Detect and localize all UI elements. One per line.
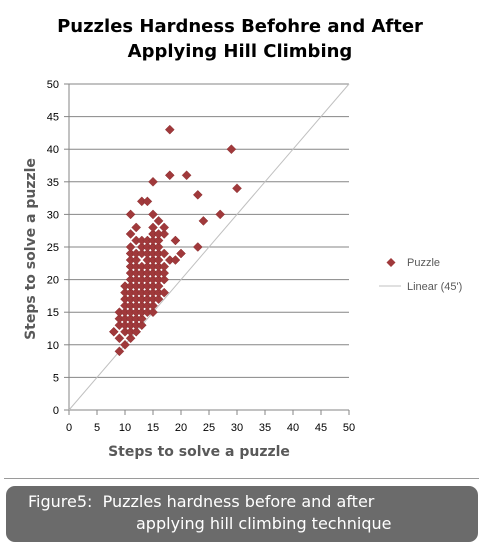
data-point xyxy=(159,274,170,285)
data-point xyxy=(120,339,130,350)
x-tick-label-15: 15 xyxy=(147,422,159,434)
data-point xyxy=(226,144,237,155)
scatter-chart: 0 5 10 15 20 25 30 35 40 45 50 0 5 10 15 20 25 30 35 40 45 5… xyxy=(23,79,462,460)
data-point xyxy=(198,216,209,226)
x-tick-label-10: 10 xyxy=(119,422,131,434)
y-tick-label-0: 0 xyxy=(53,405,59,417)
x-tick-label-45: 45 xyxy=(315,422,327,434)
y-axis-title: Steps to solve a puzzle xyxy=(23,158,39,340)
data-point xyxy=(153,255,164,265)
y-tick-label-30: 30 xyxy=(47,209,59,221)
data-point xyxy=(131,222,142,233)
divider xyxy=(4,478,479,479)
y-tick-label-35: 35 xyxy=(47,177,59,189)
chart-title: Puzzles Hardness Befohre and After Apply… xyxy=(57,16,423,62)
caption-line-2: applying hill climbing technique xyxy=(136,514,392,533)
data-point xyxy=(192,242,203,252)
data-point xyxy=(114,346,125,357)
data-point xyxy=(159,248,170,259)
data-point xyxy=(170,235,181,246)
data-point xyxy=(148,176,158,187)
data-point xyxy=(215,209,226,220)
y-tick-label-40: 40 xyxy=(47,144,59,156)
data-point xyxy=(114,333,125,344)
y-tick-label-10: 10 xyxy=(47,340,59,352)
data-point xyxy=(164,124,175,135)
data-point xyxy=(136,313,147,324)
data-point xyxy=(153,216,164,226)
x-axis-title: Steps to solve a puzzle xyxy=(108,444,290,460)
data-point xyxy=(125,209,136,220)
data-point xyxy=(176,248,186,259)
data-point xyxy=(159,287,170,298)
x-tick-label-40: 40 xyxy=(287,422,299,434)
data-point xyxy=(153,235,164,246)
y-tick-label-50: 50 xyxy=(47,79,59,91)
data-point xyxy=(159,261,170,272)
data-point xyxy=(232,183,242,194)
y-tick-label-45: 45 xyxy=(47,112,59,124)
x-tick-label-30: 30 xyxy=(231,422,243,434)
data-point xyxy=(159,222,170,233)
x-tick-label-5: 5 xyxy=(94,422,100,434)
legend-marker-puzzle xyxy=(386,258,396,267)
caption-line-1: Figure5: Puzzles hardness before and aft… xyxy=(28,492,375,511)
data-point xyxy=(153,294,164,305)
x-tick-label-35: 35 xyxy=(259,422,271,434)
legend-label-linear: Linear (45') xyxy=(407,281,462,293)
y-tick-label-15: 15 xyxy=(47,307,59,319)
figure-caption: Figure5: Puzzles hardness before and aft… xyxy=(6,486,478,542)
data-point xyxy=(164,170,175,181)
x-tick-label-25: 25 xyxy=(203,422,215,434)
data-point xyxy=(192,189,203,200)
legend-label-puzzle: Puzzle xyxy=(407,257,440,269)
data-point xyxy=(148,209,158,220)
data-point xyxy=(108,326,119,337)
data-point xyxy=(125,242,136,252)
data-point xyxy=(148,307,158,318)
puzzle-points xyxy=(108,124,242,357)
data-point xyxy=(153,281,164,291)
x-tick-label-0: 0 xyxy=(66,422,72,434)
data-point xyxy=(159,229,170,239)
y-tick-label-20: 20 xyxy=(47,275,59,287)
legend: Puzzle Linear (45') xyxy=(379,257,462,293)
data-point xyxy=(170,255,181,265)
data-point xyxy=(125,333,136,344)
linear-45-line xyxy=(68,83,350,411)
data-point xyxy=(131,326,142,337)
data-point xyxy=(148,222,158,233)
y-tick-labels: 0 5 10 15 20 25 30 35 40 45 50 xyxy=(47,79,69,417)
x-tick-label-50: 50 xyxy=(343,422,355,434)
data-point xyxy=(148,300,158,311)
data-point xyxy=(136,320,147,331)
gridlines xyxy=(69,83,349,378)
y-tick-label-25: 25 xyxy=(47,242,59,254)
linear-45-trendline xyxy=(68,83,350,411)
data-point xyxy=(142,196,153,207)
x-tick-label-20: 20 xyxy=(175,422,187,434)
y-tick-label-5: 5 xyxy=(53,372,59,384)
data-point xyxy=(181,170,192,181)
data-point xyxy=(131,255,142,265)
data-point xyxy=(153,242,164,252)
data-point xyxy=(125,229,136,239)
data-point xyxy=(159,268,170,278)
x-tick-labels: 0 5 10 15 20 25 30 35 40 45 50 xyxy=(66,410,355,434)
